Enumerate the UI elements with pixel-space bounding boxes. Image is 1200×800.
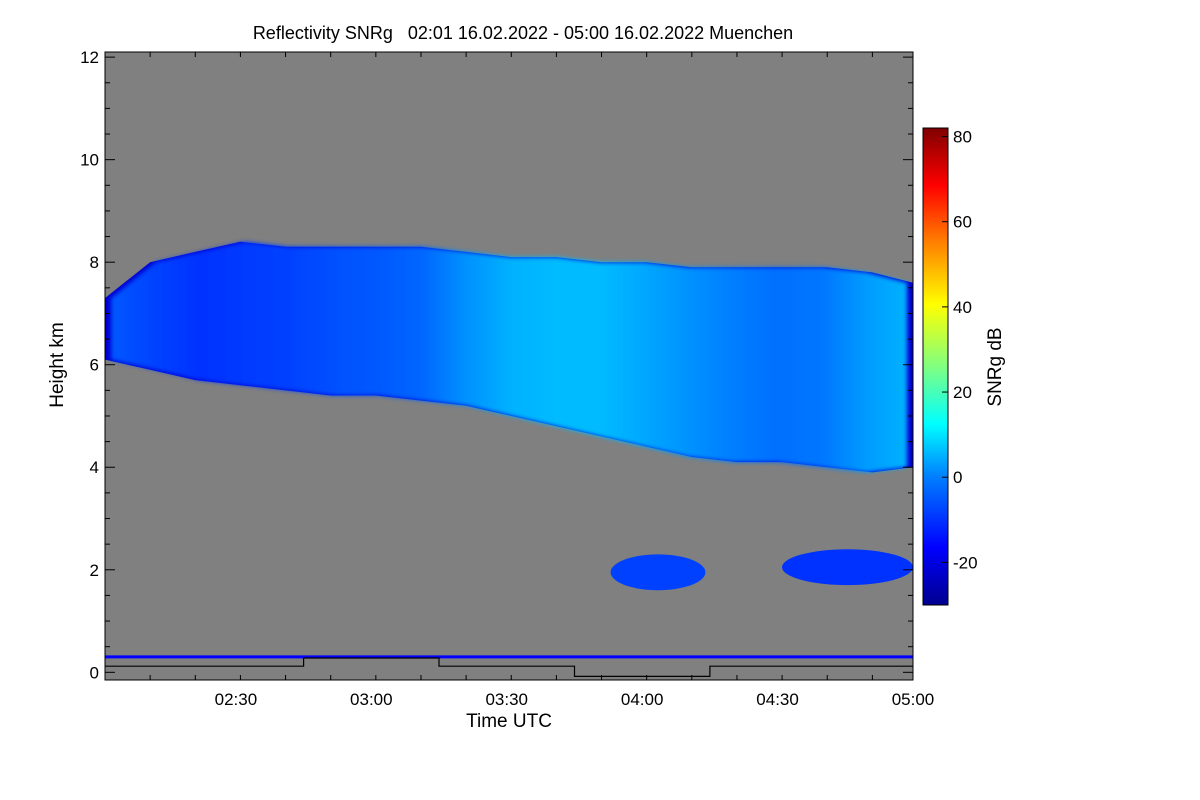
chart-title: Reflectivity SNRg 02:01 16.02.2022 - 05:… <box>253 23 793 43</box>
x-tick-label: 05:00 <box>892 690 935 709</box>
y-tick-label: 8 <box>90 253 99 272</box>
colorbar-tick-label: 20 <box>953 383 972 402</box>
x-tick-label: 03:00 <box>350 690 393 709</box>
colorbar-gradient <box>922 127 949 606</box>
colorbar-tick-label: 0 <box>953 468 962 487</box>
x-tick-label: 03:30 <box>485 690 528 709</box>
colorbar-tick-label: 80 <box>953 128 972 147</box>
colorbar-label: SNRg dB <box>985 327 1006 406</box>
x-axis: 02:30 03:00 03:30 04:00 04:30 05:00 <box>104 52 935 709</box>
x-axis-label: Time UTC <box>466 711 552 732</box>
plot-frame <box>104 51 914 681</box>
colorbar-tick-label: 40 <box>953 298 972 317</box>
plot-area <box>104 51 914 681</box>
y-tick-label: 12 <box>80 48 99 67</box>
y-axis: 0 2 4 6 8 10 12 <box>80 48 913 682</box>
colorbar: -20 0 20 40 60 80 SNRg dB <box>922 127 1006 606</box>
y-axis-label: Height km <box>47 322 68 408</box>
colorbar-tick-label: 60 <box>953 213 972 232</box>
x-tick-label: 04:30 <box>756 690 799 709</box>
low-cloud-patch <box>610 554 706 591</box>
y-tick-label: 10 <box>80 151 99 170</box>
colorbar-tick-label: -20 <box>953 553 978 572</box>
status-line <box>105 657 913 677</box>
x-tick-label: 02:30 <box>215 690 258 709</box>
y-tick-label: 6 <box>90 356 99 375</box>
y-tick-label: 0 <box>90 663 99 682</box>
y-tick-label: 2 <box>90 561 99 580</box>
y-tick-label: 4 <box>90 458 99 477</box>
x-tick-label: 04:00 <box>621 690 664 709</box>
low-cloud-patch <box>782 549 913 586</box>
cloud-layer <box>111 241 908 473</box>
